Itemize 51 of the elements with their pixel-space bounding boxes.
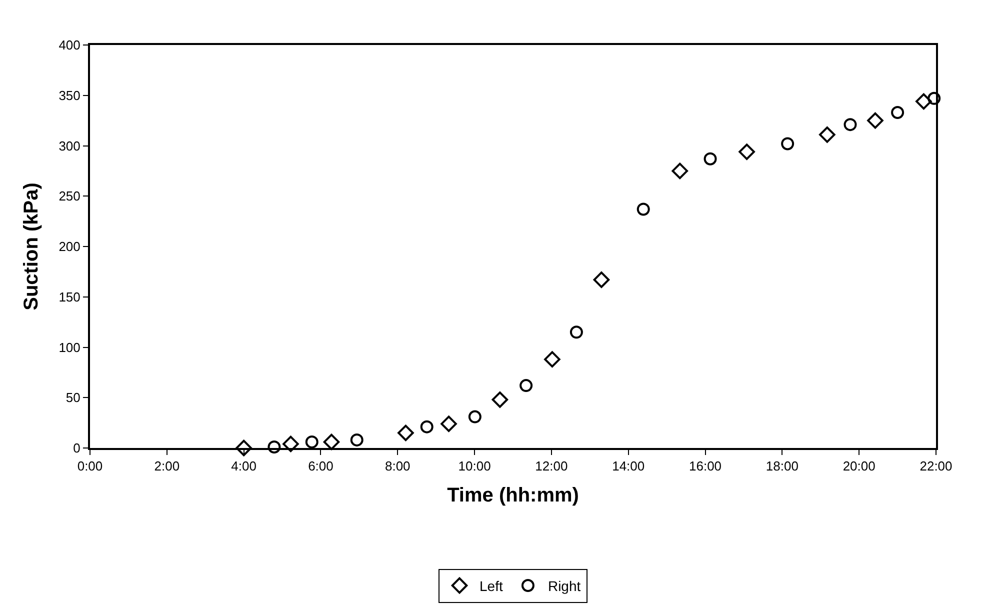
point xyxy=(704,152,717,166)
point xyxy=(593,272,610,288)
point xyxy=(819,126,836,143)
point xyxy=(323,434,340,450)
y-tick-label: 400 xyxy=(58,38,80,53)
point xyxy=(544,351,560,368)
point xyxy=(891,106,904,119)
point xyxy=(570,326,583,339)
x-tick-label: 14:00 xyxy=(612,458,645,474)
point xyxy=(420,420,434,434)
x-tick-label: 2:00 xyxy=(154,458,180,474)
point xyxy=(916,93,932,110)
x-tick-label: 4:00 xyxy=(231,458,256,474)
y-tick-label: 100 xyxy=(58,340,80,355)
y-tick-label: 50 xyxy=(66,390,80,406)
point xyxy=(928,92,941,105)
point xyxy=(520,379,533,392)
point xyxy=(282,436,299,452)
point xyxy=(781,137,794,150)
point xyxy=(492,391,508,408)
point xyxy=(672,162,688,180)
point xyxy=(867,112,884,129)
point xyxy=(350,433,364,446)
x-tick-label: 16:00 xyxy=(688,458,722,474)
y-axis-title: Suction (kPa) xyxy=(20,182,43,310)
y-tick-label: 300 xyxy=(58,138,80,154)
point xyxy=(268,440,281,454)
legend-label: Left xyxy=(480,578,503,594)
x-tick-label: 0:00 xyxy=(77,458,103,474)
point xyxy=(844,118,857,132)
x-axis-title: Time (hh:mm) xyxy=(447,484,579,507)
point xyxy=(440,416,457,432)
y-tick-label: 200 xyxy=(58,239,80,254)
x-tick-label: 22:00 xyxy=(920,458,952,474)
y-tick-label: 250 xyxy=(58,188,80,204)
point xyxy=(636,202,650,216)
point xyxy=(738,144,755,160)
y-tick-label: 350 xyxy=(58,88,80,103)
point xyxy=(398,424,414,442)
x-tick-label: 8:00 xyxy=(384,458,410,474)
x-tick-label: 18:00 xyxy=(766,458,798,474)
x-tick-label: 10:00 xyxy=(458,458,491,474)
x-tick-label: 12:00 xyxy=(535,458,568,474)
point xyxy=(305,435,318,448)
y-tick-label: 150 xyxy=(58,289,80,304)
point xyxy=(468,410,482,424)
point xyxy=(236,440,252,456)
y-tick-label: 0 xyxy=(73,440,80,456)
legend-label: Right xyxy=(548,578,581,594)
x-tick-label: 20:00 xyxy=(842,458,876,474)
x-tick-label: 6:00 xyxy=(308,458,334,474)
